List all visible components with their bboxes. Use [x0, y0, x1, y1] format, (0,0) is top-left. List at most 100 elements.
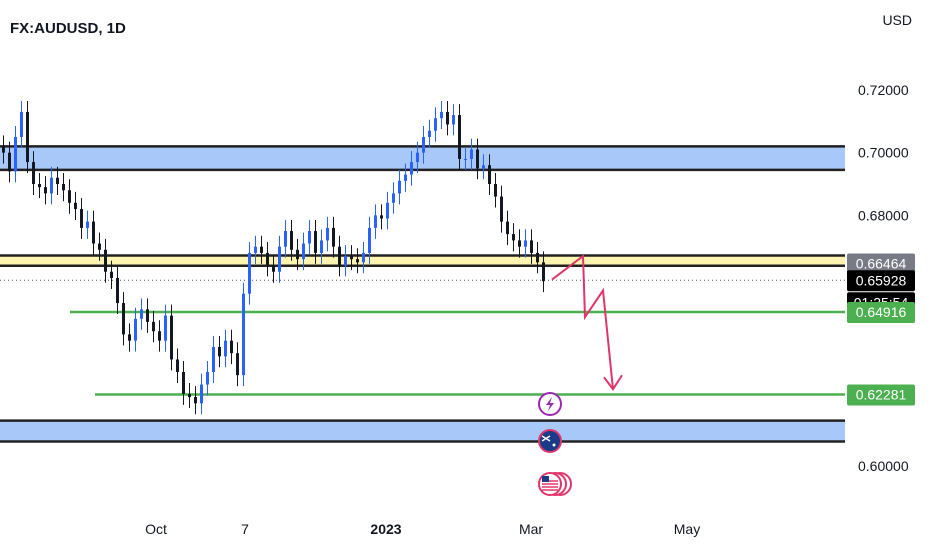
zone-fill-1 — [0, 255, 845, 266]
candle-body-37 — [224, 340, 227, 357]
candle-body-22 — [134, 318, 137, 341]
price-axis[interactable]: 0.72000 0.70000 0.68000 0.60000 — [858, 82, 909, 474]
price-zones — [0, 145, 845, 443]
candle-body-69 — [416, 152, 419, 163]
y-tick-label-0: 0.72000 — [858, 82, 909, 98]
candle-body-72 — [434, 118, 437, 131]
candle-body-2 — [14, 137, 17, 172]
candle-body-3 — [20, 111, 23, 137]
candle-body-66 — [398, 180, 401, 194]
candle-body-38 — [230, 340, 233, 354]
candle-body-78 — [470, 149, 473, 159]
us-flag-canton — [542, 476, 549, 482]
projection-arrowhead — [603, 374, 623, 391]
candle-body-34 — [206, 372, 209, 385]
x-tick-label-4: May — [674, 521, 700, 537]
currency-label: USD — [882, 12, 912, 28]
candle-body-8 — [50, 177, 53, 194]
candle-body-28 — [170, 315, 173, 360]
candle-body-1 — [8, 152, 11, 172]
lightning-icon — [546, 397, 554, 411]
candle-body-49 — [296, 249, 299, 260]
candle-body-71 — [428, 130, 431, 137]
candle-body-51 — [308, 231, 311, 244]
candle-body-60 — [362, 252, 365, 263]
candle-body-67 — [404, 174, 407, 181]
candle-body-61 — [368, 227, 371, 253]
candle-body-13 — [80, 209, 83, 228]
x-tick-label-0: Oct — [145, 521, 167, 537]
candle-body-11 — [68, 190, 71, 203]
candle-body-31 — [188, 393, 191, 398]
candle-body-70 — [422, 137, 425, 153]
time-axis[interactable]: Oct 7 2023 Mar May — [145, 521, 700, 537]
candle-body-85 — [512, 234, 515, 241]
horizontal-levels — [70, 310, 845, 396]
price-tag-bg-3 — [847, 301, 915, 323]
x-tick-label-3: Mar — [519, 521, 543, 537]
candle-body-20 — [122, 303, 125, 335]
candle-body-59 — [356, 259, 359, 263]
candle-body-17 — [104, 249, 107, 272]
candle-body-18 — [110, 271, 113, 278]
candle-body-6 — [38, 184, 41, 188]
candle-body-58 — [350, 256, 353, 260]
candle-body-79 — [476, 149, 479, 169]
candle-body-23 — [140, 309, 143, 319]
candle-body-44 — [266, 252, 269, 266]
symbol-title: FX:AUDUSD, 1D — [10, 20, 126, 37]
candle-body-77 — [464, 158, 467, 160]
candle-body-63 — [380, 215, 383, 219]
price-tag-4: 0.62281 — [856, 387, 907, 403]
candle-body-46 — [278, 246, 281, 272]
zone-fill-0 — [0, 146, 845, 170]
candle-body-15 — [92, 221, 95, 244]
candle-body-39 — [236, 353, 239, 376]
candle-body-50 — [302, 243, 305, 260]
candle-body-87 — [524, 240, 527, 247]
price-tag-bg-4 — [847, 384, 915, 406]
candle-body-36 — [218, 346, 221, 357]
candle-body-25 — [152, 321, 155, 332]
candle-body-42 — [254, 246, 257, 253]
candle-body-64 — [386, 202, 389, 219]
candle-body-27 — [164, 315, 167, 341]
candle-body-81 — [488, 165, 491, 184]
candle-body-54 — [326, 227, 329, 241]
candle-body-80 — [482, 165, 485, 169]
lightning-event — [538, 392, 562, 416]
y-tick-label-2: 0.68000 — [858, 207, 909, 223]
australia-flag-cross — [541, 435, 551, 442]
price-tag-0: 0.66464 — [856, 255, 907, 271]
candle-body-45 — [272, 265, 275, 272]
candle-body-10 — [62, 184, 65, 191]
candle-body-4 — [26, 111, 29, 163]
candle-body-86 — [518, 240, 521, 247]
candle-body-33 — [200, 384, 203, 404]
candle-body-88 — [530, 240, 533, 253]
candle-body-76 — [458, 115, 461, 159]
candle-body-5 — [32, 162, 35, 184]
y-tick-label-1: 0.70000 — [858, 145, 909, 161]
candle-body-55 — [332, 227, 335, 247]
candle-body-24 — [146, 309, 149, 322]
candle-body-57 — [344, 256, 347, 266]
projection-arrow — [551, 254, 614, 390]
candle-body-90 — [542, 262, 545, 282]
x-tick-label-2: 2023 — [370, 521, 401, 537]
candle-body-26 — [158, 331, 161, 341]
candle-body-16 — [98, 243, 101, 250]
candle-body-56 — [338, 246, 341, 266]
candle-body-47 — [284, 231, 287, 247]
price-tag-bg-0 — [847, 253, 915, 275]
price-tag-bg-1 — [847, 270, 915, 292]
candles — [2, 100, 545, 415]
zone-fill-2 — [0, 420, 845, 442]
candle-body-32 — [194, 397, 197, 404]
candle-body-35 — [212, 346, 215, 372]
y-tick-label-3: 0.60000 — [858, 458, 909, 474]
candle-body-9 — [56, 177, 59, 184]
australia-flag-star — [552, 443, 556, 447]
